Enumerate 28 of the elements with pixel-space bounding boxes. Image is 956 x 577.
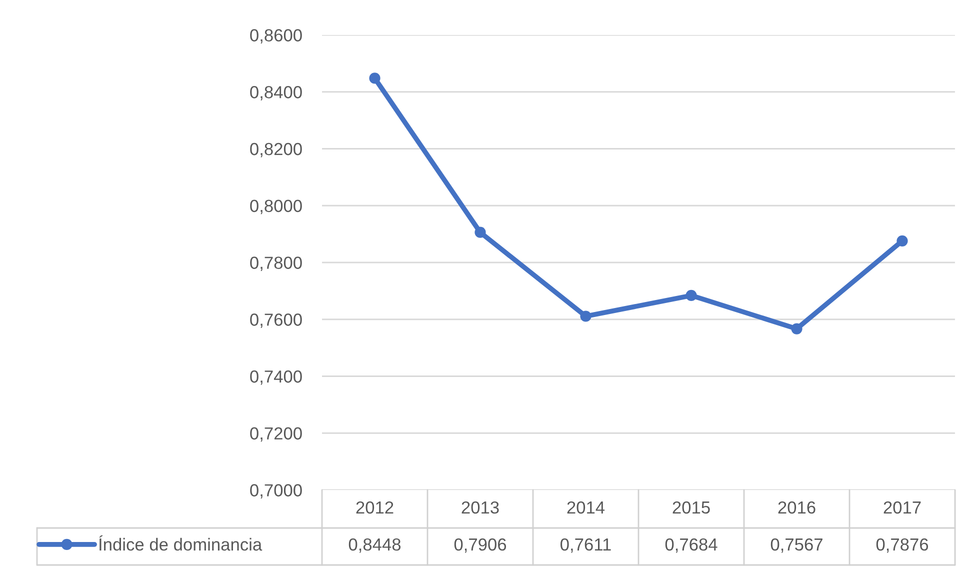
y-tick-label: 0,8000 [250,200,302,214]
data-label: 0,7567 [770,538,822,553]
point [580,310,592,322]
point [791,323,802,334]
x-tick-label: 2013 [462,501,499,514]
point [896,235,908,246]
y-tick-label: 0,8200 [250,142,302,158]
data-label: 0,7876 [876,538,928,553]
point [369,72,380,84]
y-tick-label: 0,7200 [250,427,302,442]
x-tick-label: 2016 [778,501,816,514]
y-tick-label: 0,7600 [250,314,302,328]
legend-label: Índice de dominancia [99,535,262,551]
x-tick-label: 2017 [884,501,921,514]
y-tick-label: 0,7400 [250,370,302,385]
point [474,226,486,238]
y-tick-label: 0,7800 [250,256,302,272]
y-tick-label: 0,8600 [250,29,302,44]
data-label: 0,7684 [665,538,718,553]
data-label: 0,7906 [454,538,506,553]
x-tick-label: 2012 [356,501,394,514]
x-tick-label: 2014 [567,501,605,514]
point [686,290,697,302]
data-label: 0,8448 [348,538,401,553]
x-tick-label: 2015 [672,501,710,514]
y-tick-label: 0,7000 [250,484,302,499]
y-tick-label: 0,8400 [250,86,302,100]
data-label: 0,7611 [560,538,611,553]
